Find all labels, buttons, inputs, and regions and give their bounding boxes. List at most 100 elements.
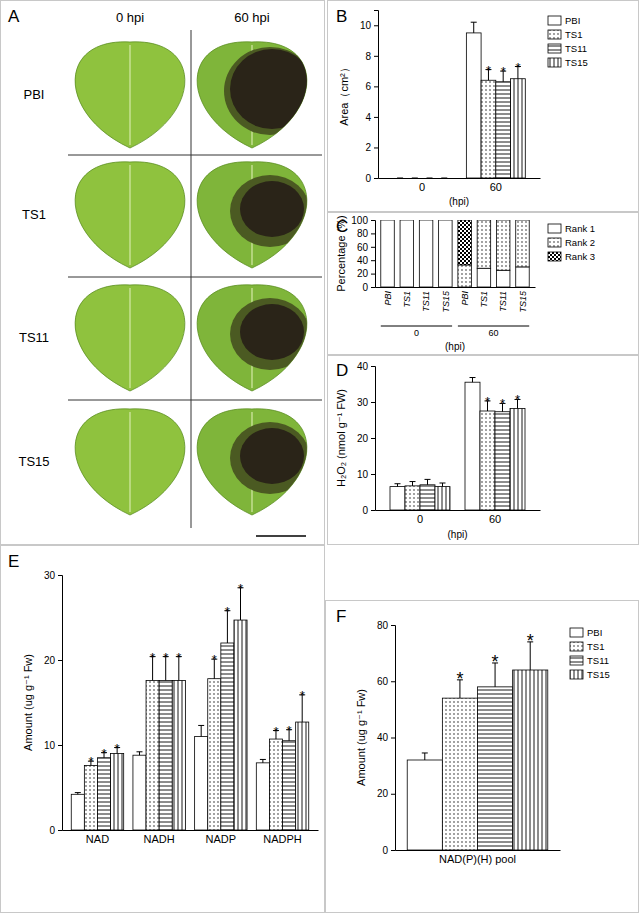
bar xyxy=(221,643,234,830)
lesion xyxy=(240,181,304,237)
bar xyxy=(420,485,435,510)
bar xyxy=(437,178,452,179)
divider xyxy=(191,30,192,528)
error-cap xyxy=(412,178,418,179)
error-line xyxy=(472,378,473,383)
significance: * xyxy=(176,650,181,665)
legend-label: TS15 xyxy=(565,57,588,68)
x-tick: TS15 xyxy=(441,287,451,313)
bar xyxy=(172,680,185,830)
y-tick: 60 xyxy=(377,676,395,687)
leaf xyxy=(75,409,185,515)
y-axis: 020406080100 xyxy=(351,215,375,293)
error-cap xyxy=(136,751,142,752)
lesion-halo xyxy=(224,47,316,135)
lesion-group xyxy=(230,422,310,494)
x-tick: NADPH xyxy=(263,830,302,845)
y-tick-label: 20 xyxy=(44,655,56,666)
x-tick-label: NADP xyxy=(206,833,237,845)
error-bar xyxy=(198,725,204,736)
y-tick-mark xyxy=(391,850,395,851)
y-tick: 0 xyxy=(362,505,375,516)
y-tick-label: 40 xyxy=(357,255,369,266)
y-tick-label: 20 xyxy=(357,268,369,279)
y-tick: 20 xyxy=(357,433,375,444)
significance: * xyxy=(492,652,499,672)
x-tick-label: PBI xyxy=(383,291,393,306)
legend-label: TS15 xyxy=(587,669,610,680)
y-tick: 6 xyxy=(365,81,378,92)
y-tick-mark xyxy=(374,147,378,148)
y-tick-label: 20 xyxy=(377,788,389,799)
row-label: TS1 xyxy=(22,207,46,222)
panel-letter: A xyxy=(8,7,20,26)
x-tick: 60 xyxy=(489,510,501,525)
lesion-halo xyxy=(230,298,310,370)
bar-segment xyxy=(381,220,394,287)
x-axis: NADNADHNADPNADPH xyxy=(63,830,319,845)
y-tick: 0 xyxy=(362,282,375,293)
x-tick: PBI xyxy=(383,287,393,306)
y-tick-mark xyxy=(58,830,62,831)
bar xyxy=(283,741,296,830)
significance: * xyxy=(101,746,106,761)
y-tick-label: 0 xyxy=(382,845,388,856)
lesion-halo xyxy=(230,175,310,247)
bar-segment xyxy=(496,220,509,270)
panel-frame xyxy=(328,1,639,212)
annotations: ************ xyxy=(88,581,304,769)
leaf xyxy=(75,285,185,391)
y-tick-label: 8 xyxy=(365,51,371,62)
y-tick-label: 80 xyxy=(377,620,389,631)
error-bar xyxy=(412,178,418,179)
bar xyxy=(405,486,420,510)
row-label: PBI xyxy=(24,87,45,102)
plot-marks xyxy=(397,22,525,178)
x-tick-label: 60 xyxy=(489,513,501,525)
y-tick: 30 xyxy=(357,397,375,408)
group-line xyxy=(458,326,529,327)
y-tick-mark xyxy=(371,510,375,511)
lesion xyxy=(240,304,304,360)
y-tick: 2 xyxy=(365,142,378,153)
x-tick: 60 xyxy=(490,178,502,193)
bar-segment xyxy=(400,220,413,221)
y-tick-label: 40 xyxy=(357,361,369,372)
bar xyxy=(496,82,511,178)
x-tick: NAD(P)(H) pool xyxy=(439,850,516,865)
panel-frame xyxy=(1,1,325,545)
panel-letter: F xyxy=(336,607,346,626)
error-cap xyxy=(410,481,416,482)
y-tick-mark xyxy=(371,260,375,261)
significance: * xyxy=(515,60,520,75)
x-tick-label: TS1 xyxy=(402,291,412,308)
bar-segment xyxy=(516,220,529,267)
lesion xyxy=(240,428,304,484)
bar xyxy=(97,758,110,830)
significance: * xyxy=(273,724,278,739)
error-line xyxy=(424,753,425,760)
x-axis-title: (hpi) xyxy=(449,196,469,207)
panel-frame xyxy=(326,601,639,913)
legend-swatch xyxy=(548,238,561,247)
y-tick-label: 4 xyxy=(365,112,371,123)
y-tick-mark xyxy=(371,366,375,367)
x-axis: 060 xyxy=(379,178,541,193)
significance: * xyxy=(225,604,230,619)
bar xyxy=(422,178,437,179)
x-tick: PBI xyxy=(460,287,470,306)
bar xyxy=(478,687,513,850)
y-tick-mark xyxy=(374,25,378,26)
x-tick: TS15 xyxy=(518,287,528,313)
error-line xyxy=(139,752,140,755)
legend-swatch xyxy=(570,628,583,637)
bar xyxy=(442,698,477,850)
y-tick-mark xyxy=(371,474,375,475)
plot-marks xyxy=(390,378,525,510)
bar-segment xyxy=(400,220,413,287)
y-tick: 8 xyxy=(365,51,378,62)
legend: Rank 1Rank 2Rank 3 xyxy=(548,223,595,262)
column-header: 60 hpi xyxy=(234,10,270,25)
legend-label: Rank 3 xyxy=(565,251,595,262)
panel-letter: B xyxy=(336,7,347,26)
